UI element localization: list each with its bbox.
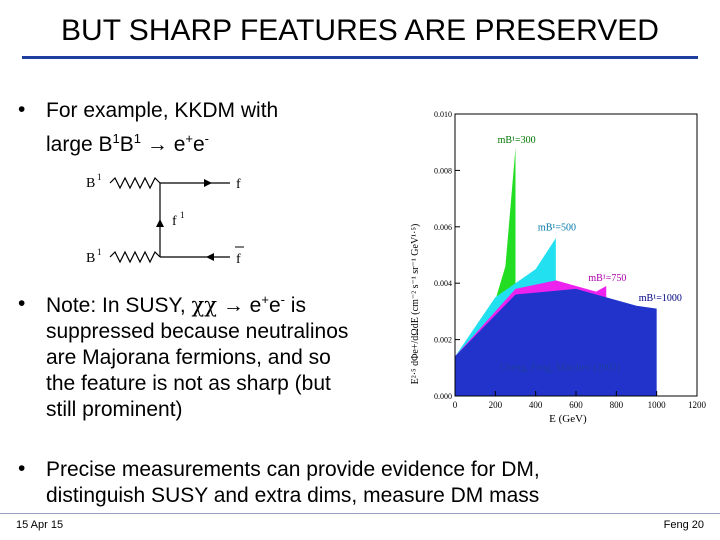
footer-page-number: Feng 20 — [663, 519, 704, 531]
bullet-3-dot: • — [18, 457, 26, 480]
x-tick-label-600: 600 — [569, 400, 583, 410]
bullet-2-line-4: the feature is not as sharp (but — [46, 372, 331, 395]
label-B1-top: B — [86, 176, 95, 191]
y-axis-label: E²·⁵ dΦe+/dΩdE (cm⁻² s⁻¹ sr⁻¹ GeV¹·⁵) — [410, 224, 421, 385]
label-B1-bottom-sup: 1 — [97, 247, 102, 257]
label-B1-top-sup: 1 — [97, 172, 102, 182]
label-f-top: f — [236, 177, 241, 192]
x-tick-label-1000: 1000 — [648, 400, 667, 410]
bullet-2-dot: • — [18, 292, 26, 315]
top-boson-line — [109, 176, 161, 190]
y-tick-label-0.010: 0.010 — [434, 110, 452, 119]
footer-line — [0, 513, 720, 514]
y-tick-label-0.000: 0.000 — [434, 392, 452, 401]
bottom-arrow-icon — [206, 253, 214, 261]
credit-label: Cheng, Feng, Matchev (2002) — [500, 363, 620, 374]
slide-title: BUT SHARP FEATURES ARE PRESERVED — [61, 14, 659, 47]
label-f1: f — [172, 214, 177, 229]
y-tick-label-0.008: 0.008 — [434, 166, 452, 175]
label-f1-sup: 1 — [180, 210, 185, 220]
series-area-mB1=1000 — [455, 288, 657, 396]
y-tick-label-0.006: 0.006 — [434, 223, 452, 232]
x-tick-label-400: 400 — [529, 400, 543, 410]
bullet-2: Note: In SUSY, χχ → e+e- is suppressed b… — [46, 292, 406, 423]
arrow-icon: → — [146, 133, 168, 156]
y-tick-label-0.004: 0.004 — [434, 279, 452, 288]
bottom-boson-line — [109, 250, 161, 264]
bullet-3-line-1: Precise measurements can provide evidenc… — [46, 458, 540, 481]
bullet-1: For example, KKDM with large B1B1 → e+e- — [46, 98, 278, 158]
footer-date: 15 Apr 15 — [16, 519, 64, 531]
mid-arrow-icon — [156, 219, 164, 227]
feynman-diagram: B 1 f f 1 B 1 f — [86, 172, 244, 267]
bullet-2-line-1: Note: In SUSY, χχ → e+e- is — [46, 292, 306, 317]
bullet-1-line-1: For example, KKDM with — [46, 99, 279, 122]
x-tick-label-0: 0 — [453, 400, 458, 410]
label-fbar: f — [236, 252, 241, 267]
x-tick-label-200: 200 — [489, 400, 503, 410]
top-arrow-icon — [204, 179, 212, 187]
bullet-2-line-5: still prominent) — [46, 398, 183, 421]
bullet-1-dot: • — [18, 98, 26, 121]
positron-flux-chart: E²·⁵ dΦe+/dΩdE (cm⁻² s⁻¹ sr⁻¹ GeV¹·⁵) mB… — [410, 110, 707, 425]
label-B1-bottom: B — [86, 251, 95, 266]
bullet-3: Precise measurements can provide evidenc… — [46, 457, 540, 509]
y-tick-label-0.002: 0.002 — [434, 336, 452, 345]
arrow-icon: → — [222, 294, 244, 317]
series-label-mB1=500: mB¹=500 — [538, 222, 576, 233]
x-axis-label: E (GeV) — [549, 413, 587, 425]
title-underline — [22, 56, 698, 59]
x-tick-label-1200: 1200 — [688, 400, 707, 410]
series-label-mB1=300: mB¹=300 — [498, 135, 536, 146]
series-label-mB1=1000: mB¹=1000 — [639, 293, 682, 304]
bullet-1-line-2: large B1B1 → e+e- — [46, 131, 210, 156]
bullet-3-line-2: distinguish SUSY and extra dims, measure… — [46, 484, 540, 507]
x-tick-label-800: 800 — [610, 400, 624, 410]
series-label-mB1=750: mB¹=750 — [588, 273, 626, 284]
bullet-2-line-3: are Majorana fermions, and so — [46, 346, 331, 369]
bullet-2-line-2: suppressed because neutralinos — [46, 320, 349, 343]
